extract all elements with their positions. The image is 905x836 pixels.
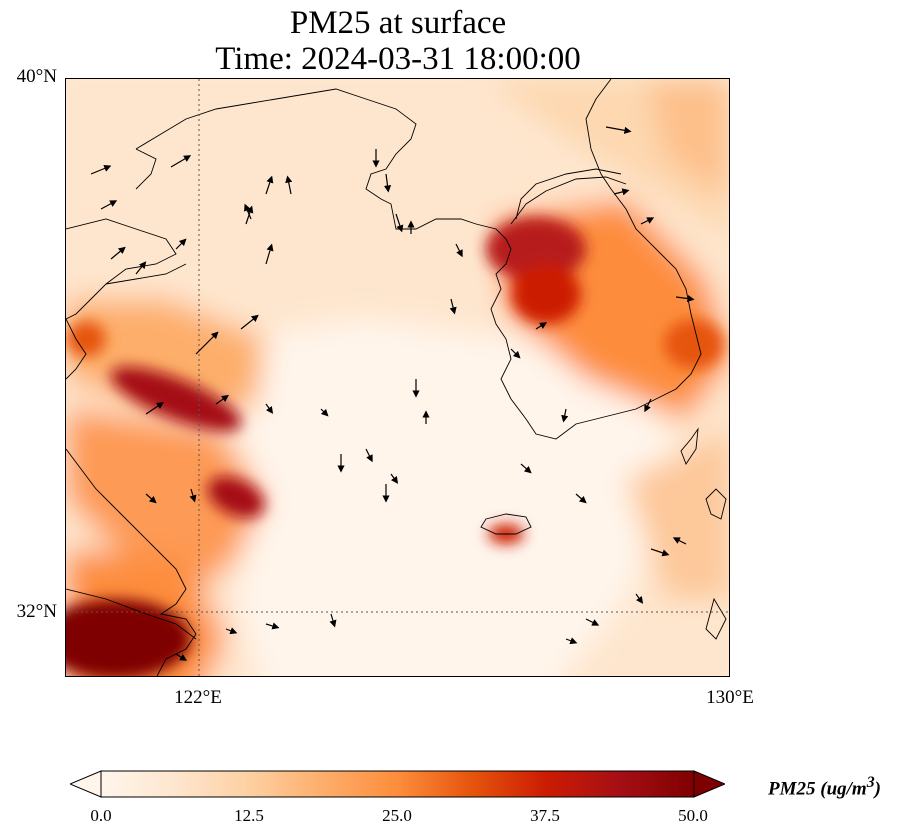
wind-arrow xyxy=(510,348,521,359)
colorbar-tick: 0.0 xyxy=(90,806,112,825)
wind-arrow xyxy=(265,403,274,414)
wind-arrow xyxy=(585,618,600,626)
colorbar-tick: 25.0 xyxy=(382,806,412,825)
wind-arrow xyxy=(675,294,695,303)
wind-arrow xyxy=(390,473,399,484)
map-timestamp: Time: 2024-03-31 18:00:00 xyxy=(215,41,581,77)
map-panel[interactable] xyxy=(65,78,730,677)
wind-arrow xyxy=(565,637,578,645)
wind-arrow xyxy=(520,463,532,474)
gridlines xyxy=(66,79,729,676)
wind-arrow xyxy=(449,298,457,315)
pm25-hotspots xyxy=(66,217,724,676)
lon-tick-label: 130°E xyxy=(706,687,754,708)
wind-arrow xyxy=(145,493,157,504)
colorbar-extend-max xyxy=(693,770,725,798)
wind-arrow xyxy=(285,175,293,195)
wind-arrow xyxy=(265,175,274,195)
wind-arrow xyxy=(644,398,652,413)
wind-arrow xyxy=(265,622,280,630)
wind-arrow xyxy=(395,213,404,233)
lon-tick-label: 122°E xyxy=(174,687,222,708)
wind-arrow xyxy=(613,188,630,196)
wind-arrow xyxy=(110,246,126,260)
wind-arrow xyxy=(561,408,569,423)
wind-arrow xyxy=(100,200,118,210)
colorbar-gradient xyxy=(100,770,695,798)
colorbar-label: PM25 (ug/m3) xyxy=(768,774,881,800)
wind-arrow xyxy=(365,448,373,463)
colorbar-tick: 50.0 xyxy=(678,806,708,825)
wind-arrow xyxy=(329,613,337,628)
wind-arrow xyxy=(145,402,164,415)
wind-arrow xyxy=(225,627,238,635)
colorbar-extend-min xyxy=(70,770,102,798)
wind-vectors xyxy=(90,126,695,661)
pm25-background-layer xyxy=(66,79,729,676)
wind-arrow xyxy=(635,593,644,604)
wind-arrow xyxy=(265,243,274,265)
wind-arrow xyxy=(135,261,147,275)
wind-arrow xyxy=(215,394,229,405)
wind-arrow xyxy=(320,408,329,417)
wind-arrow xyxy=(672,537,687,545)
wind-arrow xyxy=(170,155,192,168)
colorbar-tick: 12.5 xyxy=(234,806,264,825)
colorbar xyxy=(70,770,725,798)
wind-arrow xyxy=(245,205,254,225)
map-title: PM25 at surface xyxy=(289,5,507,41)
pm25-field-map xyxy=(66,79,729,676)
wind-arrow xyxy=(575,493,587,504)
wind-arrow xyxy=(640,217,655,225)
wind-arrow xyxy=(240,314,259,330)
wind-arrow xyxy=(455,243,463,258)
colorbar-tick: 37.5 xyxy=(530,806,560,825)
wind-arrow xyxy=(383,173,392,193)
wind-arrow xyxy=(195,331,219,355)
wind-arrow xyxy=(605,126,632,134)
wind-arrow xyxy=(650,548,670,557)
lat-tick-label: 32°N xyxy=(16,601,57,622)
wind-arrow xyxy=(189,488,197,503)
wind-arrow xyxy=(175,238,187,250)
wind-arrow xyxy=(175,653,188,661)
wind-arrow xyxy=(535,322,548,330)
lat-tick-label: 40°N xyxy=(16,66,57,87)
coastlines xyxy=(66,79,727,676)
wind-arrow xyxy=(90,165,112,175)
